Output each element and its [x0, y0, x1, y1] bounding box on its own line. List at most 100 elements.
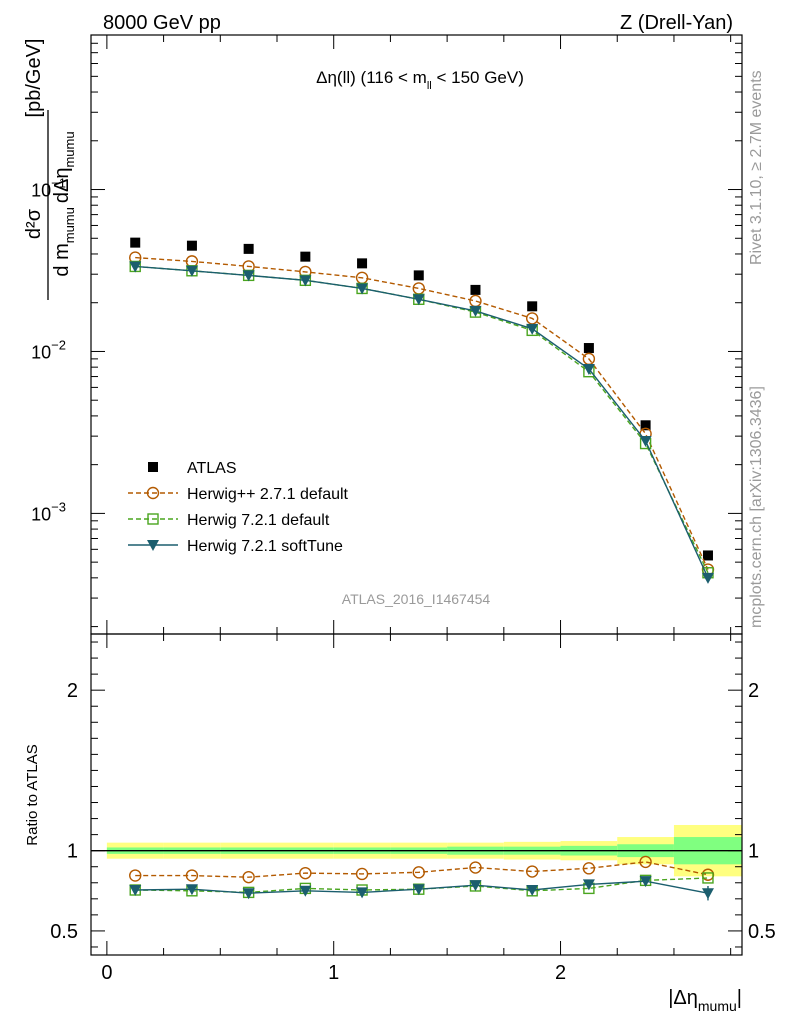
x-tick-label: 1 — [328, 962, 339, 984]
ratio-point — [356, 887, 369, 899]
plot-title-tail: < 150 GeV) — [432, 68, 524, 87]
ratio-point — [299, 885, 312, 897]
ratio-point — [185, 869, 199, 882]
ratio-point — [412, 884, 425, 896]
data-point — [412, 294, 425, 306]
legend-marker — [147, 513, 159, 525]
ratio-point — [129, 884, 142, 896]
plot-title-main: Δη(ll) (116 < m — [316, 68, 427, 87]
legend-marker — [147, 540, 159, 551]
analysis-label: ATLAS_2016_I1467454 — [342, 591, 491, 607]
x-axis-title: |Δηmumu| — [668, 987, 742, 1014]
data-point — [639, 435, 652, 447]
y-den-1: d m — [51, 243, 73, 276]
legend: ATLAS Herwig++ 2.7.1 default Herwig 7.2.1 … — [128, 460, 349, 555]
x-tick-label: 0 — [101, 962, 112, 984]
legend-label: Herwig 7.2.1 default — [187, 512, 330, 529]
data-point — [701, 572, 714, 584]
main-ticks: 10−110−210−3 — [31, 34, 742, 634]
data-point — [583, 343, 594, 354]
data-point — [469, 294, 482, 308]
y-axis-title-denominator: d mmumudΔηmumu — [51, 131, 77, 276]
data-point — [527, 301, 538, 312]
data-point — [582, 363, 595, 375]
legend-marker — [146, 486, 160, 500]
header-left: 8000 GeV pp — [103, 12, 221, 34]
ratio-point — [639, 855, 652, 869]
main-series — [129, 237, 715, 584]
ratio-frame — [90, 633, 743, 956]
y-axis-title-unit: [pb/GeV] — [23, 39, 45, 118]
y-den-2: dΔη — [51, 168, 73, 204]
data-point — [413, 270, 424, 281]
y-tick-label: 10−2 — [31, 337, 66, 362]
ratio-point — [582, 879, 595, 891]
data-point — [470, 284, 481, 295]
ratio-line — [135, 861, 709, 878]
x-title-tail: | — [737, 987, 742, 1009]
ratio-point — [526, 884, 539, 896]
y-tick-label-base: 10 — [31, 342, 51, 362]
ratio-tick-label-right: 0.5 — [748, 921, 776, 943]
ratio-point — [129, 869, 142, 882]
ratio-point — [702, 872, 714, 884]
data-point — [412, 282, 425, 295]
y-tick-label-base: 10 — [31, 181, 51, 201]
y-axis-title: d²σ d mmumudΔηmumu [pb/GeV] — [23, 39, 77, 300]
ratio-point — [525, 865, 539, 878]
main-panel: 10−110−210−3 Δη(ll) (116 < mll < 150 GeV… — [31, 34, 743, 635]
ratio-tick-label-left: 1 — [67, 841, 78, 863]
data-point — [526, 323, 539, 335]
y-tick-label-exponent: −3 — [51, 499, 66, 514]
ratio-point — [701, 888, 714, 900]
data-point — [702, 550, 713, 561]
x-tick-label: 2 — [555, 962, 566, 984]
data-point — [640, 420, 651, 431]
y-tick-label: 10−3 — [31, 499, 66, 524]
y-tick-label-exponent: −1 — [51, 176, 66, 191]
y-tick-label-exponent: −2 — [51, 337, 66, 352]
data-point — [186, 240, 197, 251]
ratio-point — [355, 867, 369, 881]
y-den-sub-1: mumu — [62, 207, 77, 243]
y-axis-title-numerator: d²σ — [23, 208, 45, 239]
ratio-series — [91, 849, 742, 901]
ratio-point — [412, 866, 425, 879]
ratio-panel: 0.5 0.5 1 1 2 2 0 1 2 — [50, 633, 776, 984]
data-point — [129, 261, 142, 273]
ratio-tick-label-left: 0.5 — [50, 921, 78, 943]
ratio-point — [185, 884, 198, 896]
ratio-ticks: 0.5 0.5 1 1 2 2 0 1 2 — [50, 634, 776, 984]
data-point — [130, 237, 141, 248]
ratio-tick-label-left: 2 — [67, 680, 78, 702]
y-tick-label: 10−1 — [31, 176, 66, 201]
data-point — [185, 265, 198, 277]
ratio-point — [582, 862, 596, 875]
data-point — [357, 258, 368, 269]
legend-label: Herwig++ 2.7.1 default — [187, 486, 349, 503]
data-point — [300, 251, 311, 262]
x-title-main: |Δη — [668, 987, 698, 1009]
data-point — [243, 243, 254, 254]
ratio-point — [469, 861, 482, 874]
legend-label: ATLAS — [187, 460, 237, 477]
ratio-tick-label-right: 1 — [748, 841, 759, 863]
plot-title-sub: ll — [427, 80, 432, 92]
data-point — [299, 275, 312, 287]
data-point — [242, 270, 255, 282]
y-den-sub-2: mumu — [62, 131, 77, 167]
ratio-point — [242, 870, 255, 884]
rivet-label: Rivet 3.1.10, ≥ 2.7M events — [748, 70, 765, 265]
y-tick-label-base: 10 — [31, 504, 51, 524]
data-point — [356, 283, 369, 295]
ratio-point — [639, 876, 652, 888]
ratio-axis-title: Ratio to ATLAS — [24, 744, 41, 845]
ratio-point — [242, 888, 255, 900]
data-point — [469, 305, 482, 317]
mcplots-label: mcplots.cern.ch [arXiv:1306.3436] — [748, 386, 765, 628]
legend-marker — [148, 462, 158, 472]
legend-label: Herwig 7.2.1 softTune — [187, 538, 343, 555]
series-line — [135, 265, 709, 579]
header-right: Z (Drell-Yan) — [620, 12, 733, 34]
